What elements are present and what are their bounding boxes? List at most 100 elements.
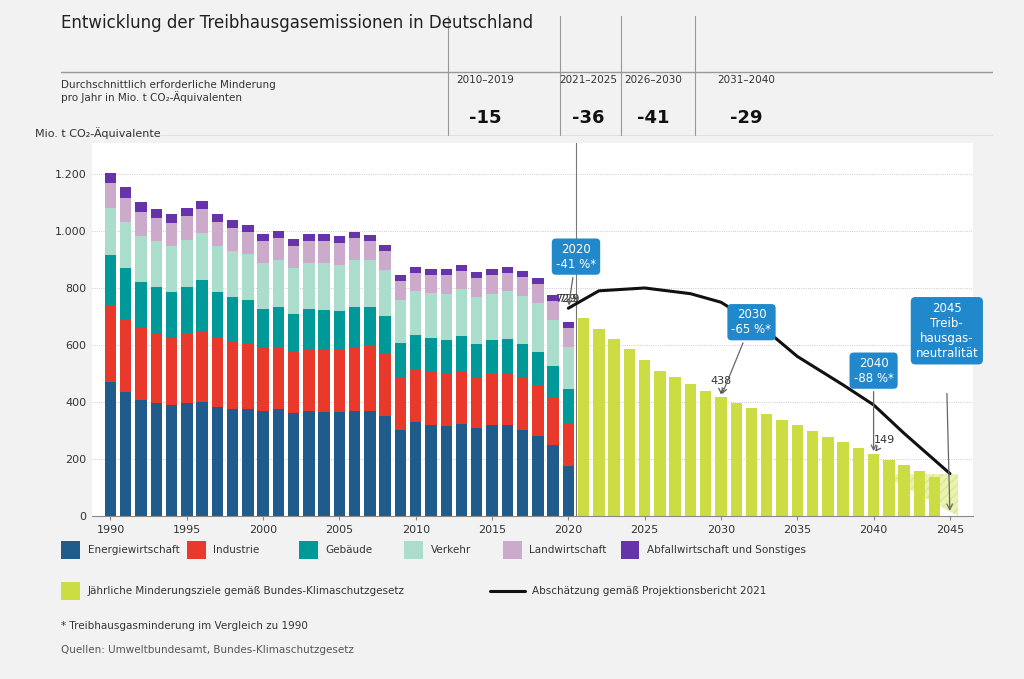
Bar [242, 300, 254, 344]
Bar [151, 217, 162, 241]
Bar [318, 350, 330, 411]
Bar [425, 293, 436, 338]
Text: Verkehr: Verkehr [430, 545, 471, 555]
Bar [380, 251, 391, 270]
Bar [471, 378, 482, 428]
Bar [532, 284, 544, 303]
Bar [120, 319, 131, 392]
Bar [288, 268, 299, 314]
Bar [272, 260, 284, 308]
Bar [166, 246, 177, 292]
Bar [227, 342, 239, 409]
Bar [303, 241, 314, 263]
Bar [838, 443, 849, 516]
Bar [242, 409, 254, 516]
Bar [166, 215, 177, 223]
Bar [486, 374, 498, 425]
Bar [257, 263, 269, 309]
Bar [349, 232, 360, 238]
Bar [517, 344, 528, 377]
FancyBboxPatch shape [299, 541, 317, 559]
Bar [242, 344, 254, 409]
Bar [257, 234, 269, 240]
Bar [197, 234, 208, 280]
Text: Quellen: Umweltbundesamt, Bundes-Klimaschutzgesetz: Quellen: Umweltbundesamt, Bundes-Klimasc… [61, 646, 354, 655]
Bar [288, 239, 299, 246]
Bar [502, 267, 513, 272]
Bar [135, 400, 146, 516]
Bar [761, 414, 772, 516]
Bar [913, 471, 925, 516]
Bar [197, 402, 208, 516]
Bar [486, 340, 498, 374]
Bar [349, 411, 360, 516]
Bar [151, 241, 162, 287]
Bar [197, 280, 208, 332]
Bar [197, 201, 208, 209]
Bar [104, 183, 116, 208]
Bar [120, 221, 131, 268]
Bar [380, 354, 391, 416]
Bar [517, 295, 528, 344]
Bar [365, 411, 376, 516]
Bar [532, 352, 544, 384]
Bar [471, 344, 482, 378]
Bar [151, 403, 162, 516]
Bar [257, 348, 269, 411]
Bar [517, 377, 528, 430]
Text: Gebäude: Gebäude [326, 545, 373, 555]
Bar [272, 308, 284, 347]
Bar [456, 424, 467, 516]
Bar [425, 269, 436, 274]
Bar [517, 277, 528, 295]
Bar [166, 292, 177, 338]
Bar [486, 425, 498, 516]
Bar [929, 477, 940, 516]
Text: 2021–2025: 2021–2025 [559, 75, 616, 85]
Bar [365, 306, 376, 346]
Bar [349, 260, 360, 306]
Bar [212, 222, 223, 246]
Bar [135, 282, 146, 329]
Bar [486, 269, 498, 275]
Bar [365, 241, 376, 260]
Bar [562, 466, 574, 516]
Text: Jährliche Minderungsziele gemäß Bundes-Klimaschutzgesetz: Jährliche Minderungsziele gemäß Bundes-K… [87, 586, 404, 595]
Bar [502, 339, 513, 373]
Bar [792, 425, 803, 516]
Bar [104, 208, 116, 255]
Bar [562, 323, 574, 329]
Bar [288, 413, 299, 516]
Bar [562, 388, 574, 423]
Bar [548, 367, 559, 397]
Text: 438: 438 [711, 376, 731, 392]
Bar [257, 411, 269, 516]
Bar [104, 306, 116, 382]
Bar [394, 378, 407, 430]
Bar [303, 411, 314, 516]
Text: 2020
-41 %*: 2020 -41 %* [556, 242, 596, 304]
FancyBboxPatch shape [503, 541, 522, 559]
Bar [151, 208, 162, 217]
Bar [334, 412, 345, 516]
Bar [272, 238, 284, 260]
Bar [517, 430, 528, 516]
Bar [135, 236, 146, 282]
Bar [471, 297, 482, 344]
Bar [227, 409, 239, 516]
Bar [456, 289, 467, 335]
Bar [197, 332, 208, 402]
Bar [394, 344, 407, 378]
Text: Mio. t CO₂-Äquivalente: Mio. t CO₂-Äquivalente [35, 127, 161, 139]
Bar [135, 202, 146, 212]
Bar [715, 397, 727, 516]
Bar [456, 265, 467, 271]
Text: 2026–2030: 2026–2030 [625, 75, 682, 85]
Bar [394, 430, 407, 516]
Bar [624, 349, 635, 516]
Bar [471, 428, 482, 516]
Bar [181, 208, 193, 216]
Bar [517, 271, 528, 277]
Bar [440, 426, 452, 516]
Bar [288, 352, 299, 413]
